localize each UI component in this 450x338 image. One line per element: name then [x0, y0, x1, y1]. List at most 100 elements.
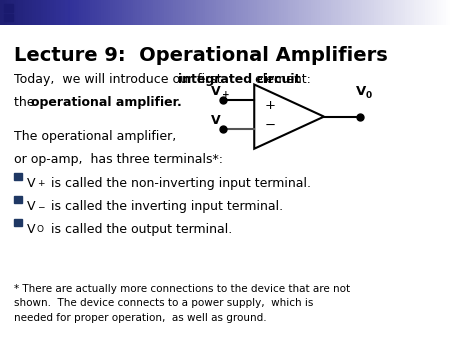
Bar [214, 0, 216, 25]
Text: element:: element: [251, 73, 311, 86]
Bar [441, 0, 443, 25]
Bar [14, 219, 22, 226]
Bar [443, 0, 446, 25]
Bar [160, 0, 162, 25]
Text: +: + [37, 179, 45, 188]
Text: 0: 0 [365, 91, 372, 100]
Bar [29, 0, 32, 25]
Text: V: V [356, 85, 366, 98]
Bar [389, 0, 392, 25]
Bar [292, 0, 295, 25]
Bar [58, 0, 61, 25]
Bar [328, 0, 331, 25]
Bar [79, 0, 81, 25]
Bar [27, 0, 29, 25]
Bar [209, 0, 211, 25]
Bar [187, 0, 189, 25]
Bar [322, 0, 324, 25]
Bar [92, 0, 94, 25]
Bar [434, 0, 436, 25]
Bar [299, 0, 302, 25]
Bar [173, 0, 176, 25]
Bar [412, 0, 414, 25]
Bar [230, 0, 232, 25]
Bar [356, 0, 358, 25]
Text: V: V [211, 114, 220, 127]
Bar [414, 0, 416, 25]
Bar [63, 0, 65, 25]
Text: operational amplifier.: operational amplifier. [31, 96, 181, 108]
Bar [405, 0, 407, 25]
Bar [223, 0, 225, 25]
Bar [146, 0, 148, 25]
Bar [7, 0, 9, 25]
Bar [236, 0, 238, 25]
Bar [306, 0, 308, 25]
Bar [308, 0, 310, 25]
Bar [313, 0, 315, 25]
Text: is called the inverting input terminal.: is called the inverting input terminal. [47, 200, 283, 213]
Bar [333, 0, 335, 25]
Bar [115, 0, 117, 25]
Bar [191, 0, 194, 25]
Bar [238, 0, 241, 25]
Text: V: V [27, 200, 36, 213]
Bar [364, 0, 367, 25]
Bar [9, 0, 11, 25]
Bar [272, 0, 274, 25]
Bar [4, 4, 13, 12]
Bar [374, 0, 376, 25]
Bar [304, 0, 306, 25]
Bar [263, 0, 266, 25]
Text: the: the [14, 96, 38, 108]
Bar [101, 0, 104, 25]
Bar [47, 0, 50, 25]
Bar [169, 0, 171, 25]
Bar [297, 0, 299, 25]
Bar [254, 0, 256, 25]
Bar [378, 0, 380, 25]
Bar [376, 0, 378, 25]
Bar [220, 0, 223, 25]
Bar [382, 0, 385, 25]
Bar [362, 0, 364, 25]
Bar [38, 0, 40, 25]
Bar [241, 0, 243, 25]
Bar [151, 0, 153, 25]
Bar [421, 0, 423, 25]
Bar [52, 0, 54, 25]
Bar [342, 0, 344, 25]
Bar [351, 0, 353, 25]
Bar [18, 0, 20, 25]
Bar [256, 0, 259, 25]
Bar [270, 0, 272, 25]
Bar [110, 0, 112, 25]
Bar [250, 0, 252, 25]
Bar [56, 0, 58, 25]
Bar [232, 0, 234, 25]
Bar [410, 0, 412, 25]
Text: V: V [27, 177, 36, 190]
Bar [81, 0, 83, 25]
Bar [288, 0, 290, 25]
Bar [385, 0, 387, 25]
Bar [358, 0, 360, 25]
Bar [11, 0, 13, 25]
Bar [331, 0, 333, 25]
Bar [97, 0, 99, 25]
Bar [61, 0, 63, 25]
Bar [279, 0, 281, 25]
Bar [182, 0, 184, 25]
Bar [340, 0, 342, 25]
Bar [317, 0, 320, 25]
Bar [198, 0, 200, 25]
Text: +: + [222, 90, 230, 99]
Bar [346, 0, 349, 25]
Bar [335, 0, 338, 25]
Bar [268, 0, 270, 25]
Bar [281, 0, 284, 25]
Bar [400, 0, 403, 25]
Bar [43, 0, 45, 25]
Bar [65, 0, 68, 25]
Text: V: V [211, 85, 220, 98]
